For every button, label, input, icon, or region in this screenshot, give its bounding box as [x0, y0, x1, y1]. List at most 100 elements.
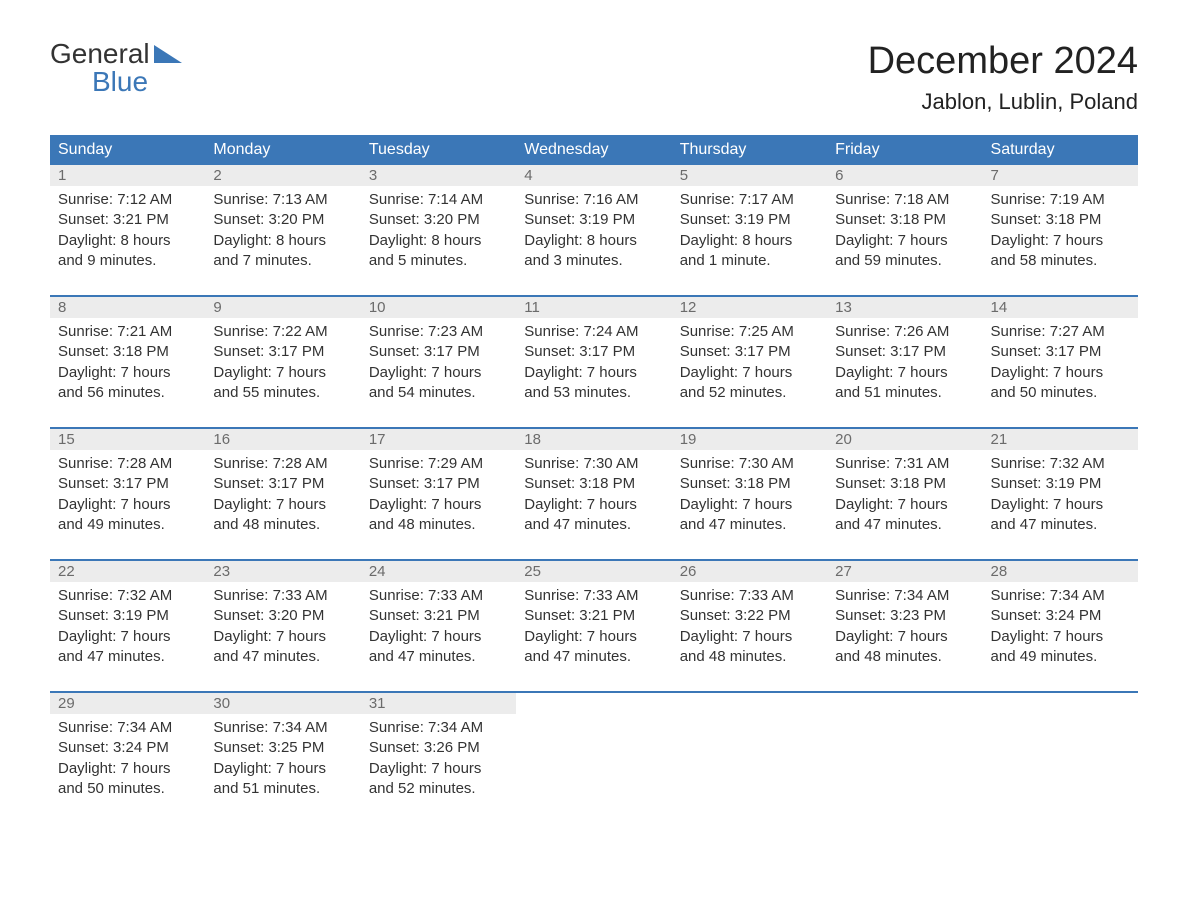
- day-daylight1: Daylight: 7 hours: [991, 495, 1130, 515]
- day-daylight1: Daylight: 7 hours: [58, 627, 197, 647]
- day-daylight2: and 53 minutes.: [524, 383, 663, 403]
- day-sunset: Sunset: 3:24 PM: [58, 738, 197, 758]
- day-sunrise: Sunrise: 7:17 AM: [680, 190, 819, 210]
- day-daylight1: Daylight: 7 hours: [524, 627, 663, 647]
- day-cell: Sunrise: 7:33 AMSunset: 3:20 PMDaylight:…: [205, 582, 360, 692]
- day-cell: Sunrise: 7:33 AMSunset: 3:21 PMDaylight:…: [516, 582, 671, 692]
- day-number-row: 22232425262728: [50, 561, 1138, 582]
- day-daylight1: Daylight: 7 hours: [369, 627, 508, 647]
- day-cell: Sunrise: 7:21 AMSunset: 3:18 PMDaylight:…: [50, 318, 205, 428]
- day-sunrise: Sunrise: 7:30 AM: [680, 454, 819, 474]
- day-cell: Sunrise: 7:34 AMSunset: 3:25 PMDaylight:…: [205, 714, 360, 823]
- day-number-row: 891011121314: [50, 297, 1138, 318]
- day-number: [672, 693, 827, 714]
- day-number: 14: [983, 297, 1138, 318]
- day-number: 26: [672, 561, 827, 582]
- day-data-row: Sunrise: 7:21 AMSunset: 3:18 PMDaylight:…: [50, 318, 1138, 428]
- day-sunrise: Sunrise: 7:28 AM: [213, 454, 352, 474]
- day-daylight2: and 47 minutes.: [524, 515, 663, 535]
- page-header: General Blue December 2024 Jablon, Lubli…: [50, 40, 1138, 115]
- day-sunset: Sunset: 3:19 PM: [524, 210, 663, 230]
- day-daylight2: and 48 minutes.: [213, 515, 352, 535]
- day-number: 24: [361, 561, 516, 582]
- day-daylight2: and 58 minutes.: [991, 251, 1130, 271]
- day-sunrise: Sunrise: 7:31 AM: [835, 454, 974, 474]
- day-cell: Sunrise: 7:30 AMSunset: 3:18 PMDaylight:…: [672, 450, 827, 560]
- day-data-row: Sunrise: 7:12 AMSunset: 3:21 PMDaylight:…: [50, 186, 1138, 296]
- day-cell: Sunrise: 7:24 AMSunset: 3:17 PMDaylight:…: [516, 318, 671, 428]
- day-sunrise: Sunrise: 7:21 AM: [58, 322, 197, 342]
- day-sunset: Sunset: 3:24 PM: [991, 606, 1130, 626]
- day-cell: Sunrise: 7:34 AMSunset: 3:26 PMDaylight:…: [361, 714, 516, 823]
- day-sunset: Sunset: 3:20 PM: [369, 210, 508, 230]
- day-sunset: Sunset: 3:18 PM: [835, 210, 974, 230]
- day-cell: Sunrise: 7:23 AMSunset: 3:17 PMDaylight:…: [361, 318, 516, 428]
- day-number: 3: [361, 165, 516, 186]
- day-daylight2: and 47 minutes.: [991, 515, 1130, 535]
- day-sunrise: Sunrise: 7:29 AM: [369, 454, 508, 474]
- month-title: December 2024: [868, 40, 1138, 83]
- day-number: 30: [205, 693, 360, 714]
- day-cell: Sunrise: 7:19 AMSunset: 3:18 PMDaylight:…: [983, 186, 1138, 296]
- day-daylight1: Daylight: 7 hours: [835, 495, 974, 515]
- day-cell: Sunrise: 7:29 AMSunset: 3:17 PMDaylight:…: [361, 450, 516, 560]
- day-daylight1: Daylight: 7 hours: [58, 363, 197, 383]
- dow-saturday: Saturday: [983, 135, 1138, 165]
- day-cell: Sunrise: 7:18 AMSunset: 3:18 PMDaylight:…: [827, 186, 982, 296]
- day-sunrise: Sunrise: 7:33 AM: [213, 586, 352, 606]
- day-daylight2: and 47 minutes.: [58, 647, 197, 667]
- day-number: 11: [516, 297, 671, 318]
- day-daylight2: and 47 minutes.: [524, 647, 663, 667]
- day-sunset: Sunset: 3:17 PM: [680, 342, 819, 362]
- day-number: 18: [516, 429, 671, 450]
- day-number: 5: [672, 165, 827, 186]
- day-sunrise: Sunrise: 7:13 AM: [213, 190, 352, 210]
- day-cell: Sunrise: 7:13 AMSunset: 3:20 PMDaylight:…: [205, 186, 360, 296]
- day-daylight2: and 7 minutes.: [213, 251, 352, 271]
- day-daylight1: Daylight: 7 hours: [835, 231, 974, 251]
- dow-sunday: Sunday: [50, 135, 205, 165]
- day-number: 13: [827, 297, 982, 318]
- day-cell: Sunrise: 7:27 AMSunset: 3:17 PMDaylight:…: [983, 318, 1138, 428]
- day-number: 25: [516, 561, 671, 582]
- day-daylight2: and 47 minutes.: [369, 647, 508, 667]
- day-number: [983, 693, 1138, 714]
- day-number: 22: [50, 561, 205, 582]
- dow-wednesday: Wednesday: [516, 135, 671, 165]
- day-number: 1: [50, 165, 205, 186]
- day-sunrise: Sunrise: 7:34 AM: [835, 586, 974, 606]
- dow-thursday: Thursday: [672, 135, 827, 165]
- day-number: [827, 693, 982, 714]
- day-sunset: Sunset: 3:17 PM: [369, 474, 508, 494]
- day-sunrise: Sunrise: 7:12 AM: [58, 190, 197, 210]
- day-sunrise: Sunrise: 7:23 AM: [369, 322, 508, 342]
- day-number: 21: [983, 429, 1138, 450]
- day-sunrise: Sunrise: 7:34 AM: [58, 718, 197, 738]
- day-sunset: Sunset: 3:17 PM: [213, 474, 352, 494]
- day-sunrise: Sunrise: 7:19 AM: [991, 190, 1130, 210]
- day-number: 2: [205, 165, 360, 186]
- day-cell: Sunrise: 7:16 AMSunset: 3:19 PMDaylight:…: [516, 186, 671, 296]
- day-number-row: 293031: [50, 693, 1138, 714]
- day-number: 12: [672, 297, 827, 318]
- day-daylight1: Daylight: 7 hours: [835, 363, 974, 383]
- day-cell: Sunrise: 7:26 AMSunset: 3:17 PMDaylight:…: [827, 318, 982, 428]
- day-number: 29: [50, 693, 205, 714]
- day-sunset: Sunset: 3:17 PM: [991, 342, 1130, 362]
- day-daylight1: Daylight: 7 hours: [991, 231, 1130, 251]
- day-daylight1: Daylight: 7 hours: [524, 363, 663, 383]
- day-number: 6: [827, 165, 982, 186]
- day-sunrise: Sunrise: 7:34 AM: [213, 718, 352, 738]
- day-number: 17: [361, 429, 516, 450]
- day-cell: Sunrise: 7:33 AMSunset: 3:21 PMDaylight:…: [361, 582, 516, 692]
- day-sunset: Sunset: 3:17 PM: [524, 342, 663, 362]
- day-sunset: Sunset: 3:21 PM: [369, 606, 508, 626]
- day-daylight2: and 48 minutes.: [369, 515, 508, 535]
- logo-text-general: General: [50, 40, 150, 68]
- day-of-week-row: Sunday Monday Tuesday Wednesday Thursday…: [50, 135, 1138, 165]
- day-sunrise: Sunrise: 7:28 AM: [58, 454, 197, 474]
- day-sunrise: Sunrise: 7:27 AM: [991, 322, 1130, 342]
- day-sunrise: Sunrise: 7:32 AM: [58, 586, 197, 606]
- day-number: 15: [50, 429, 205, 450]
- day-cell: [672, 714, 827, 823]
